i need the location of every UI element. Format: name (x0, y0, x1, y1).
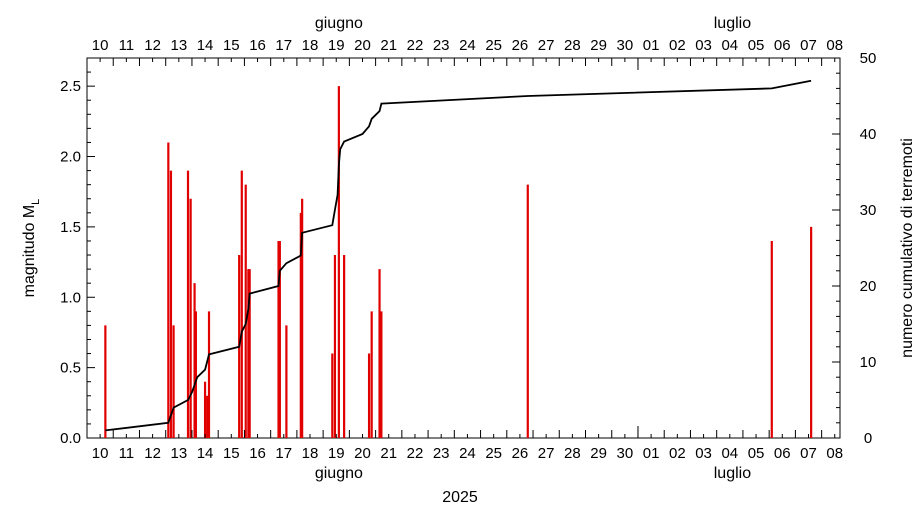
x-tick-label-bottom: 27 (538, 445, 555, 462)
x-tick-label-bottom: 06 (774, 445, 791, 462)
y-left-title-main: magnitudo M (21, 205, 38, 298)
x-tick-label-bottom: 16 (249, 445, 266, 462)
axes-frame (86, 57, 841, 439)
x-tick-label-bottom: 22 (407, 445, 424, 462)
x-tick-label-top: 30 (617, 37, 634, 54)
magnitude-bars (104, 86, 813, 438)
x-tick-label-top: 16 (249, 37, 266, 54)
y-right-tick-label: 40 (860, 126, 877, 143)
tick-marks (86, 57, 840, 439)
x-tick-label-top: 26 (512, 37, 529, 54)
month-label-bottom: giugno (315, 465, 363, 482)
plot-frame (86, 57, 841, 439)
x-tick-label-bottom: 28 (564, 445, 581, 462)
x-tick-label-top: 17 (275, 37, 292, 54)
x-tick-label-bottom: 25 (485, 445, 502, 462)
y-left-tick-label: 2.5 (60, 78, 81, 95)
x-tick-label-top: 24 (459, 37, 476, 54)
x-tick-label-top: 21 (380, 37, 397, 54)
x-tick-label-top: 20 (354, 37, 371, 54)
x-tick-label-bottom: 05 (748, 445, 765, 462)
x-tick-label-top: 14 (197, 37, 214, 54)
y-right-tick-label: 20 (860, 278, 877, 295)
y-left-tick-label: 1.0 (60, 289, 81, 306)
x-tick-label-bottom: 07 (800, 445, 817, 462)
x-tick-label-top: 05 (748, 37, 765, 54)
x-tick-label-top: 27 (538, 37, 555, 54)
x-tick-label-bottom: 13 (170, 445, 187, 462)
x-tick-label-bottom: 26 (512, 445, 529, 462)
x-tick-label-top: 12 (144, 37, 161, 54)
y-left-tick-label: 1.5 (60, 219, 81, 236)
x-tick-label-bottom: 02 (669, 445, 686, 462)
x-tick-label-top: 03 (695, 37, 712, 54)
x-tick-label-top: 06 (774, 37, 791, 54)
x-tick-label-bottom: 19 (328, 445, 345, 462)
x-tick-label-top: 25 (485, 37, 502, 54)
x-tick-label-top: 22 (407, 37, 424, 54)
x-tick-label-bottom: 30 (617, 445, 634, 462)
tick-labels: 10 10 11 11 12 12 13 13 14 14 15 15 16 16 17 17 18 18 19 19… (60, 15, 876, 482)
x-tick-label-top: 23 (433, 37, 450, 54)
x-tick-label-bottom: 01 (643, 445, 660, 462)
x-tick-label-bottom: 20 (354, 445, 371, 462)
x-tick-label-bottom: 23 (433, 445, 450, 462)
month-label-top: luglio (714, 15, 751, 32)
x-tick-label-bottom: 29 (590, 445, 607, 462)
x-tick-label-top: 10 (92, 37, 109, 54)
x-tick-label-bottom: 03 (695, 445, 712, 462)
month-label-bottom: luglio (714, 465, 751, 482)
y-right-tick-label: 0 (864, 430, 872, 447)
x-tick-label-top: 29 (590, 37, 607, 54)
x-tick-label-top: 15 (223, 37, 240, 54)
x-tick-label-top: 07 (800, 37, 817, 54)
x-tick-label-top: 11 (119, 37, 135, 54)
y-left-tick-label: 0.0 (60, 430, 81, 447)
cumulative-line (105, 79, 812, 432)
x-tick-label-top: 18 (302, 37, 319, 54)
x-tick-label-bottom: 18 (302, 445, 319, 462)
cumulative-line-group (105, 79, 812, 432)
x-tick-label-top: 04 (721, 37, 738, 54)
x-tick-label-bottom: 12 (144, 445, 161, 462)
y-left-title: magnitudo ML (21, 199, 42, 298)
x-tick-label-bottom: 24 (459, 445, 476, 462)
x-tick-label-bottom: 08 (826, 445, 843, 462)
y-right-title: numero cumulativo di terremoti (899, 138, 916, 358)
y-left-tick-label: 0.5 (60, 360, 81, 377)
y-left-tick-label: 2.0 (60, 149, 81, 166)
x-tick-label-bottom: 21 (380, 445, 397, 462)
x-tick-label-bottom: 17 (275, 445, 292, 462)
y-left-title-sub: L (30, 199, 42, 205)
x-tick-label-bottom: 11 (119, 445, 135, 462)
y-right-tick-label: 30 (860, 202, 877, 219)
x-tick-label-top: 02 (669, 37, 686, 54)
x-tick-label-top: 08 (826, 37, 843, 54)
x-tick-label-bottom: 15 (223, 445, 240, 462)
month-label-top: giugno (315, 15, 363, 32)
x-tick-label-top: 19 (328, 37, 345, 54)
x-axis-title: 2025 (442, 489, 478, 506)
x-tick-label-bottom: 14 (197, 445, 214, 462)
y-right-tick-label: 50 (860, 50, 877, 67)
x-tick-label-top: 01 (643, 37, 660, 54)
x-tick-label-top: 13 (170, 37, 187, 54)
x-tick-label-top: 28 (564, 37, 581, 54)
x-tick-label-bottom: 10 (92, 445, 109, 462)
x-tick-label-bottom: 04 (721, 445, 738, 462)
y-right-tick-label: 10 (860, 354, 877, 371)
